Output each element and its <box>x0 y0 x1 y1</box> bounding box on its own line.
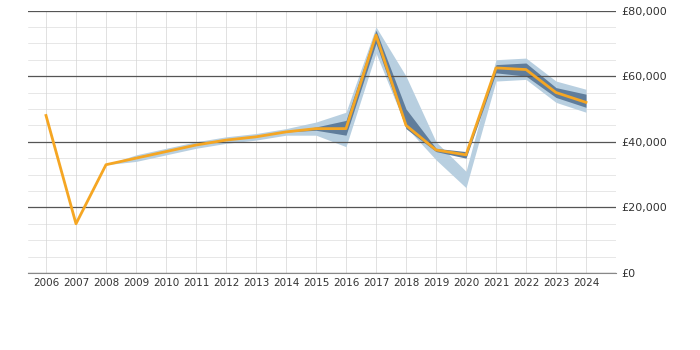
Legend: Median, 25th to 75th Percentile Range, 10th to 90th Percentile Range: Median, 25th to 75th Percentile Range, 1… <box>18 348 532 350</box>
